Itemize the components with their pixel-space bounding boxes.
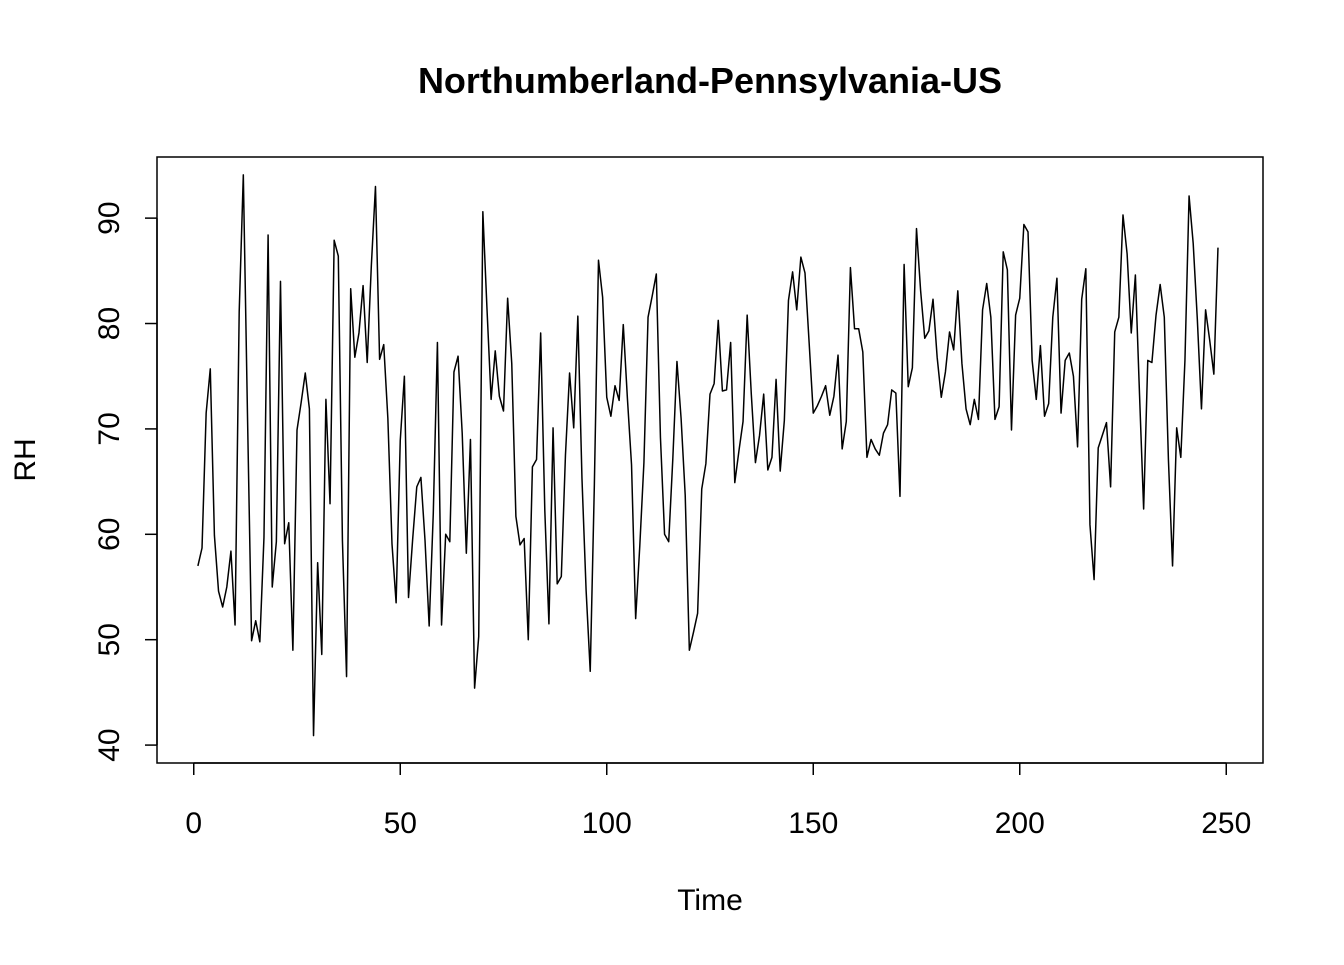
y-tick-label: 80 [93, 307, 126, 340]
y-tick-label: 70 [93, 412, 126, 445]
x-axis: 0 50 100 150 200 250 [185, 762, 1251, 840]
x-tick-label: 150 [788, 807, 838, 840]
y-tick-label: 50 [93, 623, 126, 656]
series-line-rh [197, 174, 1219, 737]
x-tick-label: 250 [1201, 807, 1251, 840]
y-tick-label: 90 [93, 201, 126, 234]
y-axis: 40 50 60 70 80 90 [93, 201, 158, 762]
x-tick-label: 50 [384, 807, 417, 840]
y-axis-label: RH [9, 438, 42, 481]
x-tick-label: 100 [582, 807, 632, 840]
x-axis-label: Time [677, 884, 743, 917]
x-tick-label: 200 [995, 807, 1045, 840]
x-tick-label: 0 [185, 807, 202, 840]
y-tick-label: 60 [93, 518, 126, 551]
y-tick-label: 40 [93, 728, 126, 761]
chart-title: Northumberland-Pennsylvania-US [418, 60, 1002, 101]
